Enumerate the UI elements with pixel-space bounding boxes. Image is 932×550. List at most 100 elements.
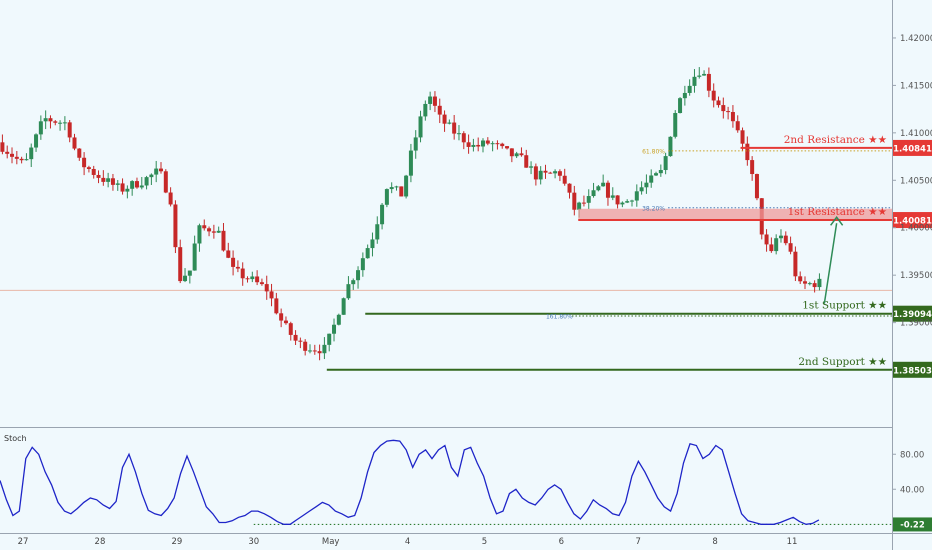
candle xyxy=(163,169,168,194)
resistance-zone xyxy=(578,208,892,221)
candle xyxy=(10,147,15,164)
candle xyxy=(72,133,77,151)
candle xyxy=(778,229,783,243)
candle xyxy=(408,143,413,183)
candle xyxy=(317,344,322,361)
2nd-support-label: 2nd Support ★★ xyxy=(798,356,887,368)
candle xyxy=(418,110,423,143)
candle xyxy=(572,185,577,216)
candle xyxy=(586,189,591,210)
price-tick-label: 1.41000 xyxy=(900,129,932,139)
candle xyxy=(312,344,317,355)
candle xyxy=(274,292,279,315)
candle xyxy=(96,170,101,184)
time-tick-label: May xyxy=(322,537,340,547)
candle xyxy=(298,337,303,349)
candle xyxy=(533,163,538,186)
candle xyxy=(341,297,346,315)
candle xyxy=(332,318,337,342)
candle xyxy=(216,226,221,233)
candle xyxy=(553,169,558,179)
stoch-tick-label: 40.00 xyxy=(900,485,924,495)
candle xyxy=(394,185,399,191)
candle xyxy=(793,246,798,282)
candle xyxy=(384,188,389,208)
candle xyxy=(413,130,418,159)
candle xyxy=(24,153,29,161)
1st-resistance-level: 1st Resistance ★★ 1.40081 xyxy=(578,206,932,229)
stochastic-pane: Stoch xyxy=(0,434,892,526)
2nd-support-price: 1.38503 xyxy=(893,366,932,376)
1st-support-price-box xyxy=(893,305,932,322)
candle xyxy=(615,195,620,209)
fib-label: 38.20% xyxy=(642,205,665,212)
candle xyxy=(692,69,697,93)
candle xyxy=(365,244,370,259)
candle xyxy=(38,115,43,140)
candle xyxy=(192,235,197,271)
candle xyxy=(461,131,466,150)
candle xyxy=(442,110,447,132)
time-tick-label: 4 xyxy=(405,537,410,547)
candle xyxy=(476,137,481,152)
candle xyxy=(644,174,649,194)
candle xyxy=(668,136,673,157)
candle xyxy=(255,270,260,286)
candle xyxy=(485,137,490,146)
candle xyxy=(5,145,10,159)
candle xyxy=(735,115,740,133)
price-axis: 1.42000 1.41500 1.41000 1.40500 1.40000 1.395… xyxy=(892,34,932,329)
candle xyxy=(62,116,67,131)
candle xyxy=(351,278,356,290)
candle xyxy=(567,183,572,199)
stoch-axis: 80.00 40.00 -0.22 xyxy=(892,450,932,532)
candle xyxy=(500,142,505,149)
candle xyxy=(125,185,130,199)
fib-label: 161.80% xyxy=(546,313,573,320)
candle xyxy=(336,313,341,326)
candle xyxy=(654,171,659,177)
candle xyxy=(447,119,452,125)
time-axis: 27 28 29 30 May 4 5 6 7 8 11 xyxy=(18,537,798,547)
candle xyxy=(687,79,692,96)
candle xyxy=(226,242,231,259)
arrow-head xyxy=(830,216,844,226)
candle xyxy=(783,231,788,246)
candle xyxy=(495,140,500,150)
candle xyxy=(240,262,245,286)
candle xyxy=(86,165,91,173)
candle xyxy=(58,120,63,131)
1st-support-price: 1.39094 xyxy=(893,310,932,320)
candle xyxy=(264,275,269,300)
fib-label: 61.80% xyxy=(642,148,665,155)
candle xyxy=(293,330,298,345)
candle xyxy=(82,152,87,176)
arrow-shaft xyxy=(823,223,838,304)
candle xyxy=(730,105,735,128)
candle xyxy=(207,226,212,237)
candle xyxy=(807,281,812,286)
candle xyxy=(673,110,678,139)
candle xyxy=(432,91,437,113)
candle xyxy=(288,321,293,341)
candle xyxy=(231,250,236,276)
price-tick-label: 1.41500 xyxy=(900,81,932,91)
candle xyxy=(221,222,226,252)
candle xyxy=(120,178,125,195)
1st-support-label: 1st Support ★★ xyxy=(802,300,887,312)
candle xyxy=(19,156,24,164)
candle xyxy=(548,171,553,174)
candle xyxy=(269,283,274,307)
candle xyxy=(380,202,385,230)
candle xyxy=(610,187,615,201)
candle xyxy=(154,160,159,183)
candle xyxy=(658,164,663,177)
stoch-tick-label: 80.00 xyxy=(900,450,924,460)
candle xyxy=(514,151,519,159)
candle xyxy=(750,156,755,181)
time-tick-label: 5 xyxy=(482,537,487,547)
candle xyxy=(769,237,774,253)
candle xyxy=(43,110,48,130)
candle xyxy=(716,96,721,108)
